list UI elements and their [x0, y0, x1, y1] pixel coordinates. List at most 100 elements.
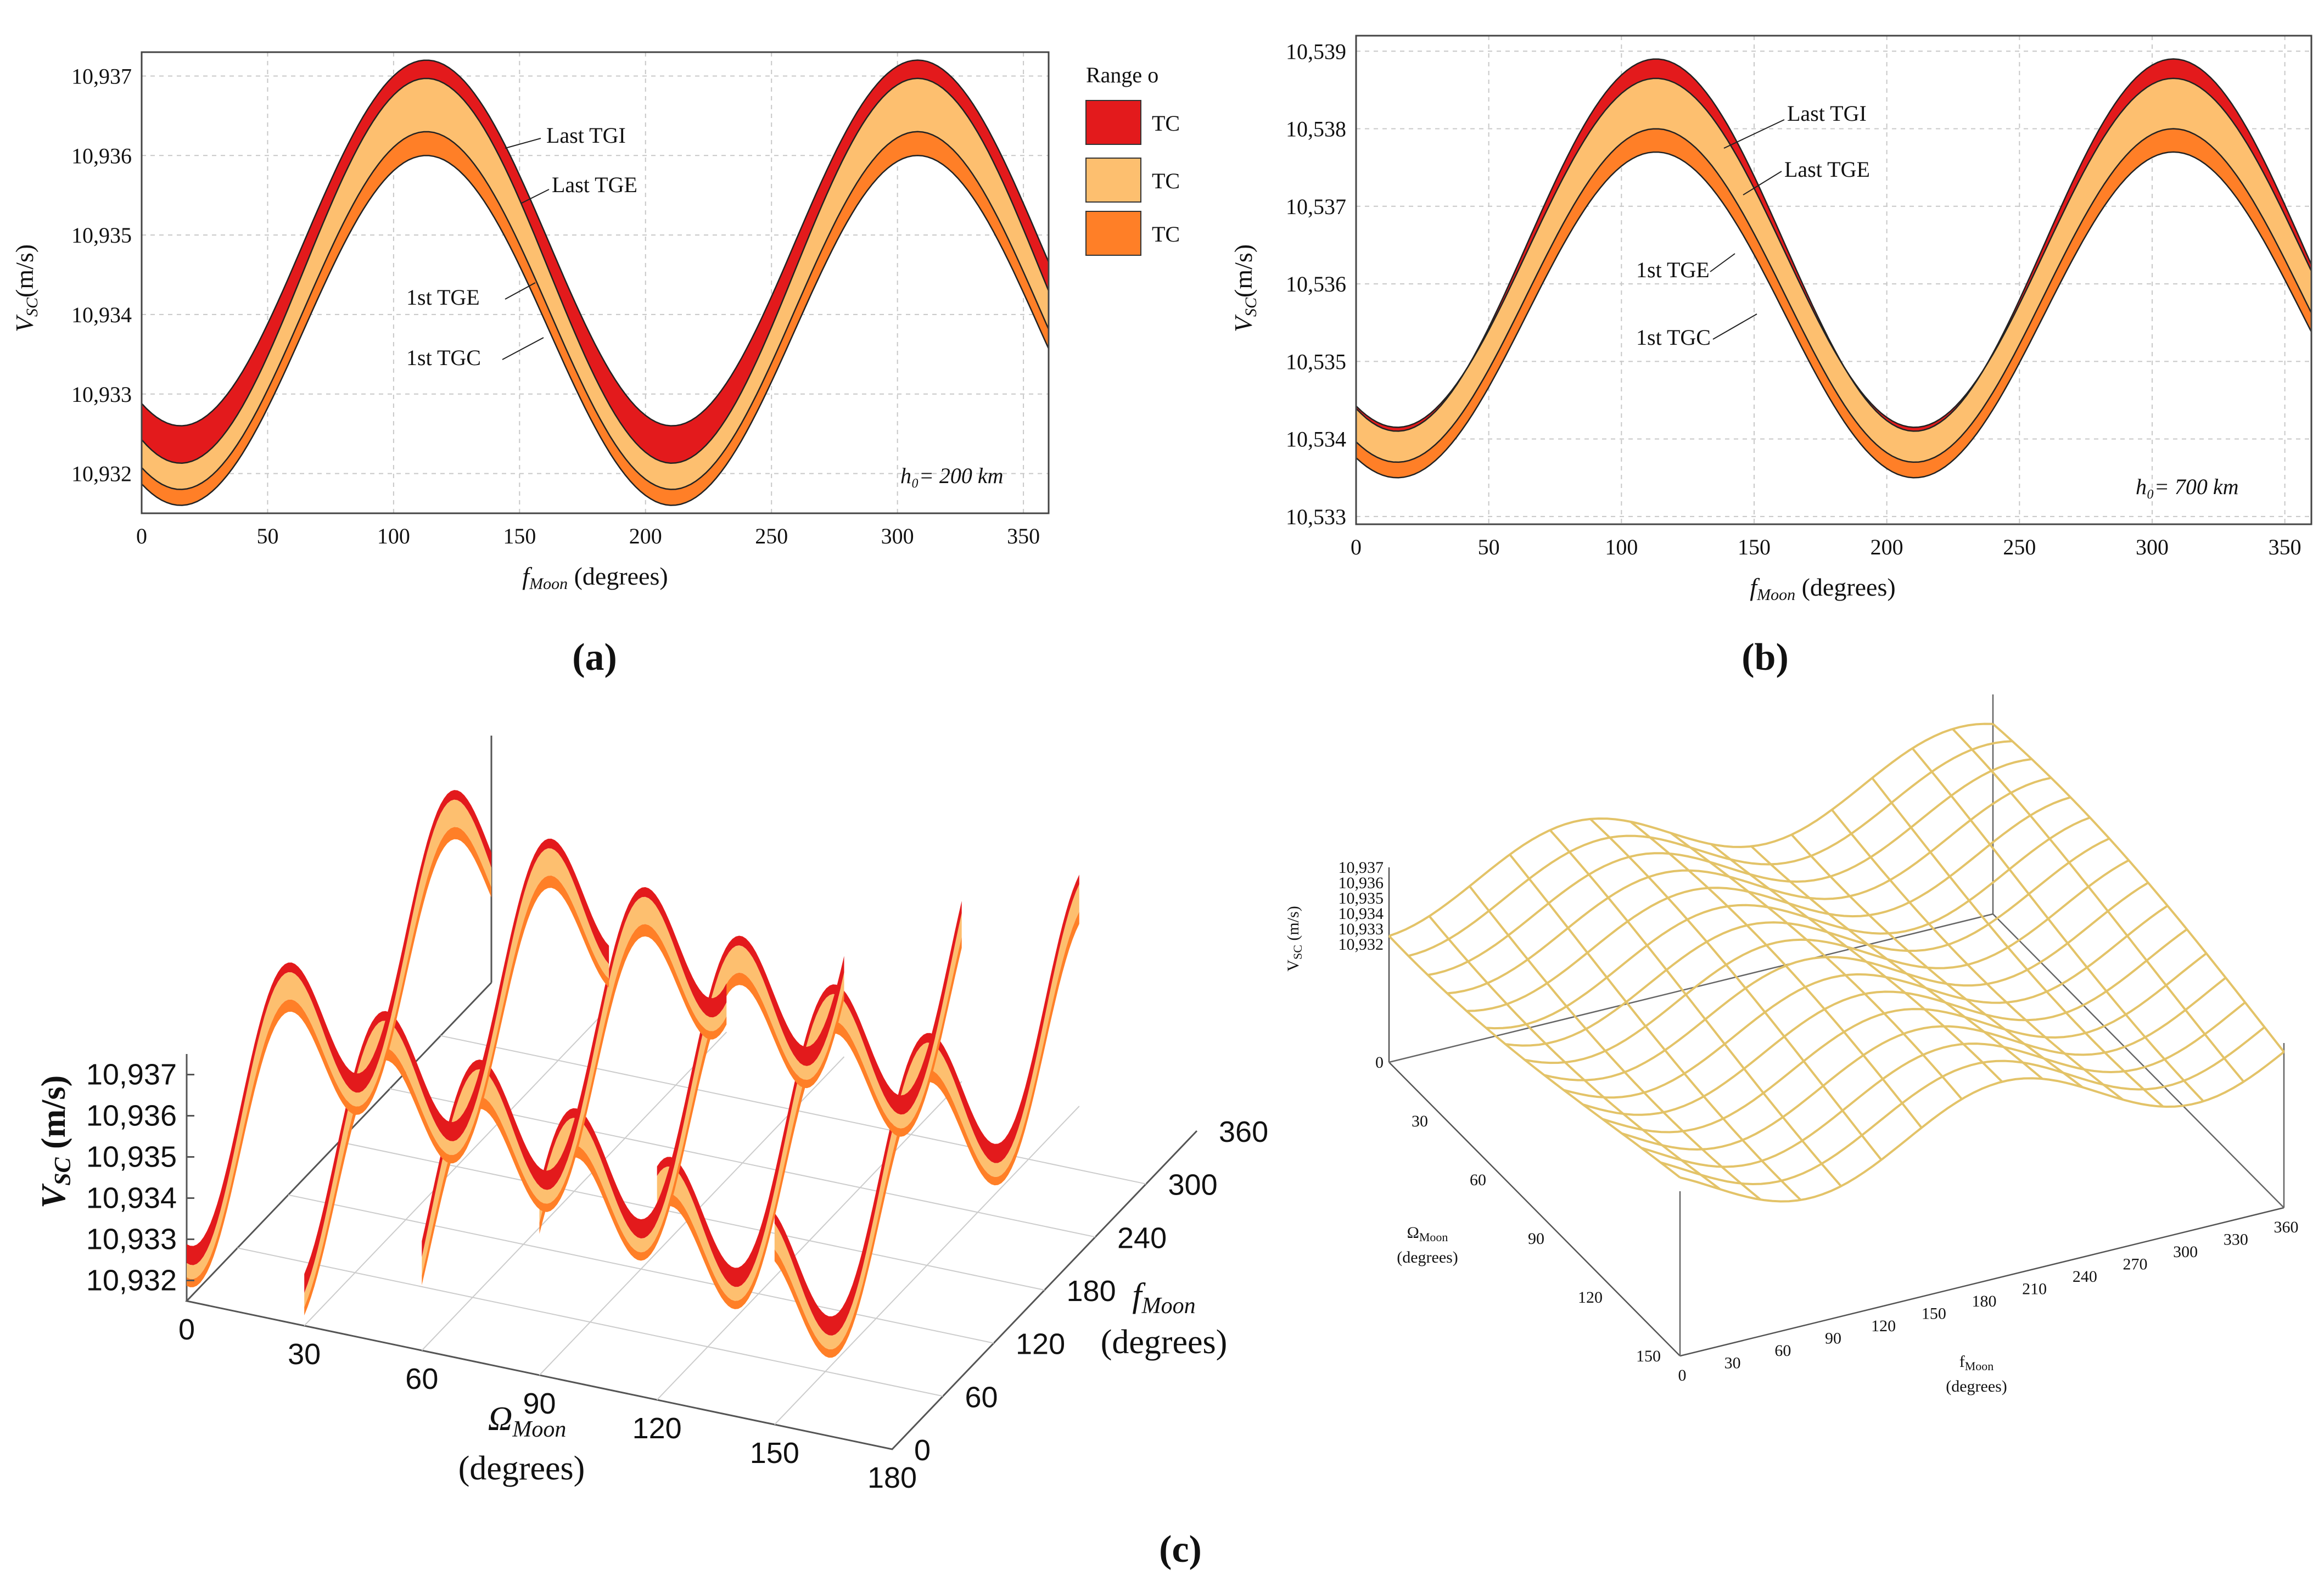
panel-c-left-omega-ticks: 0 30 60 90 120 150 180: [178, 1313, 917, 1494]
a-boundary-0: [141, 155, 1050, 506]
panel-a-legend-swatch-1: [1085, 100, 1141, 145]
panel-a-ann-1st-tge: 1st TGE: [406, 285, 480, 310]
c-left-ribbon-120-tgc: [657, 937, 962, 1309]
c-left-ztick-5: 10,937: [86, 1058, 177, 1091]
c-right-ztick-0: 10,937: [1339, 859, 1384, 877]
panel-b-ann-last-tgi: Last TGI: [1787, 101, 1867, 126]
c-left-ftick-180: 180: [1067, 1275, 1116, 1308]
c-left-floor-f-120: [288, 1194, 994, 1344]
c-left-ztick-4: 10,936: [86, 1100, 177, 1133]
b-xtick-250: 250: [2003, 535, 2036, 559]
c-right-wire-f-72: [1509, 854, 1802, 1201]
a-boundary-3: [141, 59, 1050, 427]
c-right-ftick-90: 90: [1825, 1330, 1841, 1348]
a-ytick-5: 10,937: [71, 64, 132, 88]
c-right-wire-omega-80: [1544, 882, 2149, 1081]
c-right-wire-f-48: [1469, 885, 1761, 1201]
panel-a-y-ticks: 10,932 10,933 10,934 10,935 10,936 10,937: [71, 64, 132, 486]
b-xtick-350: 350: [2269, 535, 2301, 559]
a-xtick-0: 0: [136, 524, 147, 548]
b-xtick-50: 50: [1478, 535, 1500, 559]
panel-b-y-ticks: 10,533 10,534 10,535 10,536 10,537 10,538 10,5…: [1286, 39, 1346, 529]
c-left-ribbon-0-tgc: [187, 827, 491, 1287]
c-right-wire-omega-50: [1486, 816, 2091, 1030]
c-right-wire-omega-100: [1582, 928, 2188, 1116]
a-ytick-1: 10,933: [71, 382, 132, 407]
c-right-back-f-axis: [1388, 913, 1993, 1063]
c-left-otick-60: 60: [405, 1363, 438, 1395]
c-left-ribbon-150-tgc: [774, 911, 1079, 1358]
panel-a-ann-line-last-tge: [521, 189, 550, 204]
panel-a-y-label: VSC(m/s): [10, 244, 41, 332]
c-left-ftick-240: 240: [1117, 1221, 1167, 1254]
c-right-wire-omega-40: [1466, 796, 2071, 1012]
c-left-ribbon-120-tge: [657, 913, 962, 1301]
panel-b-caption: (b): [1741, 636, 1789, 679]
b-ytick-2: 10,535: [1286, 349, 1346, 374]
panel-b-altitude: h₀= 700 km: [2136, 474, 2239, 499]
b-ytick-3: 10,536: [1286, 272, 1346, 296]
panel-b-y-label: VSC(m/s): [1229, 244, 1260, 332]
b-xtick-300: 300: [2136, 535, 2169, 559]
c-right-ftick-300: 300: [2173, 1243, 2198, 1261]
c-left-ztick-2: 10,934: [86, 1182, 177, 1215]
c-left-ribbon-0-tge: [187, 799, 491, 1279]
panel-a: 0 50 100 150 200 250 300 350 10,932 10,933 10,934…: [10, 51, 1180, 679]
a-boundary-1: [141, 131, 1050, 490]
a-band-tgi: [142, 60, 1049, 463]
c-right-otick-90: 90: [1528, 1230, 1544, 1248]
a-band-tge: [142, 78, 1049, 490]
a-xtick-250: 250: [755, 524, 788, 548]
a-ytick-2: 10,934: [71, 302, 132, 327]
panel-c-right-wireframe: [1388, 722, 2285, 1203]
c-right-ftick-120: 120: [1871, 1317, 1896, 1335]
panel-a-altitude: h₀= 200 km: [900, 463, 1004, 488]
panel-c-caption: (c): [1159, 1528, 1202, 1571]
c-right-ftick-360: 360: [2274, 1218, 2299, 1236]
panel-a-x-label: fMoon (degrees): [522, 562, 668, 593]
panel-c-left-f-label: fMoon: [1132, 1277, 1195, 1319]
panel-b-ann-line-1st-tgc: [1712, 313, 1757, 340]
c-left-ribbon-60-tgc: [422, 924, 727, 1285]
c-right-ftick-60: 60: [1774, 1342, 1791, 1360]
panel-c-left-omega-label: ΩMoon: [488, 1400, 567, 1442]
c-right-wire-f-312: [1911, 747, 2204, 1102]
b-xtick-0: 0: [1351, 535, 1362, 559]
c-right-ftick-150: 150: [1922, 1305, 1946, 1323]
panel-a-ann-line-1st-tge: [505, 282, 536, 300]
c-right-wire-f-288: [1871, 777, 2164, 1108]
a-xtick-150: 150: [503, 524, 536, 548]
panel-c-right-z-label: VSC (m/s): [1284, 906, 1304, 971]
panel-a-legend-swatch-2: [1085, 158, 1141, 203]
a-xtick-100: 100: [377, 524, 410, 548]
b-boundary-3: [1356, 58, 2312, 432]
c-right-omega-axis: [1388, 1062, 1681, 1356]
panel-a-legend-label-3: TC: [1152, 222, 1180, 246]
c-right-ftick-180: 180: [1972, 1292, 1997, 1310]
b-xtick-150: 150: [1738, 535, 1771, 559]
b-boundary-0: [1356, 151, 2312, 479]
panel-a-legend-title: Range o: [1086, 63, 1158, 87]
b-xtick-200: 200: [1871, 535, 1903, 559]
c-right-otick-30: 30: [1412, 1112, 1428, 1130]
panel-c-right-f-ticks: 0 30 60 90 120 150 180 210 240 270 300 330 360: [1678, 1218, 2299, 1384]
c-right-wire-omega-30: [1447, 776, 2052, 995]
b-ytick-4: 10,537: [1286, 194, 1346, 219]
panel-a-caption: (a): [572, 636, 617, 679]
c-left-ribbon-30-tgc: [304, 876, 609, 1316]
c-right-otick-60: 60: [1470, 1171, 1486, 1189]
c-left-ftick-360: 360: [1219, 1115, 1268, 1148]
c-right-ftick-270: 270: [2123, 1255, 2148, 1274]
c-left-otick-120: 120: [632, 1412, 682, 1445]
c-left-otick-90: 90: [523, 1387, 556, 1420]
b-ytick-6: 10,539: [1286, 39, 1346, 64]
panel-b-ann-line-1st-tge: [1710, 253, 1735, 272]
c-right-ftick-330: 330: [2224, 1231, 2248, 1249]
c-left-floor-f-60: [237, 1247, 943, 1397]
c-right-wire-omega-120: [1621, 977, 2227, 1151]
c-right-wire-omega-150: [1679, 1051, 2285, 1203]
c-right-wire-omega-110: [1602, 952, 2207, 1134]
c-right-wire-omega-130: [1640, 1001, 2246, 1168]
